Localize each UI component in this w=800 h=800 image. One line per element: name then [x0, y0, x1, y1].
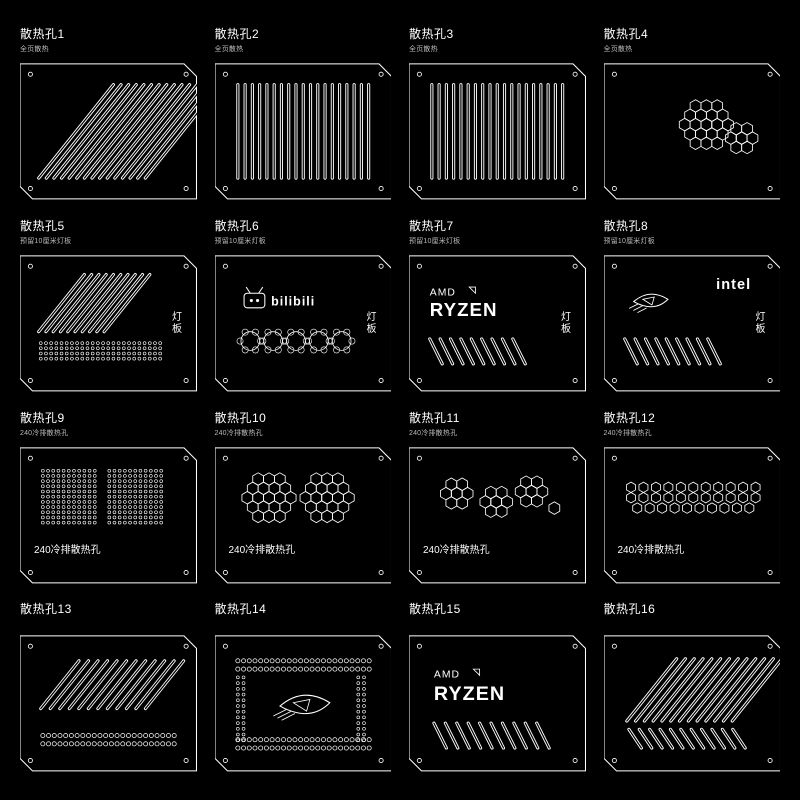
panel-subtitle: [20, 619, 197, 626]
panel-title: 散热孔8: [604, 217, 781, 234]
panel-item-16: 散热孔16: [604, 600, 781, 775]
panel-subtitle: 全页散热: [215, 44, 392, 54]
panel-subtitle: 240冷排散热孔: [20, 428, 197, 438]
panel-diagram: bilibili 灯板: [215, 252, 392, 395]
side-label: 灯板: [557, 311, 572, 335]
inside-label: 240冷排散热孔: [423, 541, 490, 556]
panel-title: 散热孔6: [215, 217, 392, 234]
panel-item-10: 散热孔10 240冷排散热孔 240冷排散热孔: [215, 409, 392, 587]
panel-diagram: AMDRYZEN 灯板: [409, 252, 586, 395]
panel-title: 散热孔10: [215, 409, 392, 426]
panel-item-14: 散热孔14: [215, 600, 392, 775]
panel-title: 散热孔13: [20, 600, 197, 617]
panel-diagram: 240冷排散热孔: [409, 444, 586, 587]
panel-subtitle: 预留10厘米灯板: [604, 236, 781, 246]
panel-diagram: [604, 60, 781, 203]
panel-item-2: 散热孔2 全页散热: [215, 25, 392, 203]
panel-diagram: [215, 632, 392, 775]
panel-diagram: intel 灯板: [604, 252, 781, 395]
panel-subtitle: 全页散热: [20, 44, 197, 54]
panel-diagram: [215, 60, 392, 203]
svg-text:RYZEN: RYZEN: [430, 299, 498, 320]
panel-title: 散热孔1: [20, 25, 197, 42]
panel-diagram: 240冷排散热孔: [20, 444, 197, 587]
inside-label: 240冷排散热孔: [618, 541, 685, 556]
panel-subtitle: 240冷排散热孔: [604, 428, 781, 438]
panel-subtitle: [409, 619, 586, 626]
svg-text:AMD: AMD: [434, 670, 460, 681]
panel-title: 散热孔4: [604, 25, 781, 42]
panel-subtitle: 全页散热: [409, 44, 586, 54]
panel-item-7: 散热孔7 预留10厘米灯板 AMDRYZEN 灯板: [409, 217, 586, 395]
svg-text:bilibili: bilibili: [271, 294, 315, 308]
panel-diagram: [20, 632, 197, 775]
panel-title: 散热孔12: [604, 409, 781, 426]
panel-diagram: [409, 60, 586, 203]
panel-item-11: 散热孔11 240冷排散热孔 240冷排散热孔: [409, 409, 586, 587]
panel-item-4: 散热孔4 全页散热: [604, 25, 781, 203]
panel-subtitle: 预留10厘米灯板: [20, 236, 197, 246]
panel-title: 散热孔9: [20, 409, 197, 426]
side-label: 灯板: [751, 311, 766, 335]
svg-text:intel: intel: [716, 277, 751, 293]
panel-title: 散热孔14: [215, 600, 392, 617]
panel-subtitle: [604, 619, 781, 626]
panel-item-5: 散热孔5 预留10厘米灯板灯板: [20, 217, 197, 395]
panel-diagram: [604, 632, 781, 775]
panel-title: 散热孔3: [409, 25, 586, 42]
panel-title: 散热孔7: [409, 217, 586, 234]
panel-diagram: [20, 60, 197, 203]
panel-item-6: 散热孔6 预留10厘米灯板 bilibili 灯板: [215, 217, 392, 395]
panel-item-15: 散热孔15 AMD RYZEN: [409, 600, 586, 775]
panel-item-13: 散热孔13: [20, 600, 197, 775]
panel-title: 散热孔5: [20, 217, 197, 234]
panel-subtitle: [215, 619, 392, 626]
panel-diagram: AMD RYZEN: [409, 632, 586, 775]
panel-diagram: 灯板: [20, 252, 197, 395]
panel-subtitle: 240冷排散热孔: [215, 428, 392, 438]
side-label: 灯板: [362, 311, 377, 335]
panel-diagram: 240冷排散热孔: [215, 444, 392, 587]
inside-label: 240冷排散热孔: [34, 541, 101, 556]
panel-title: 散热孔15: [409, 600, 586, 617]
panel-item-3: 散热孔3 全页散热: [409, 25, 586, 203]
panel-title: 散热孔2: [215, 25, 392, 42]
panel-title: 散热孔16: [604, 600, 781, 617]
svg-text:AMD: AMD: [430, 287, 456, 298]
panel-grid: 散热孔1 全页散热 散热孔2 全页散热 散热孔3 全页散热 散热孔4 全页散热散热孔5 预留10…: [20, 25, 780, 775]
panel-subtitle: 240冷排散热孔: [409, 428, 586, 438]
panel-subtitle: 预留10厘米灯板: [215, 236, 392, 246]
panel-title: 散热孔11: [409, 409, 586, 426]
svg-text:RYZEN: RYZEN: [434, 684, 505, 706]
panel-diagram: 240冷排散热孔: [604, 444, 781, 587]
panel-item-12: 散热孔12 240冷排散热孔 240冷排散热孔: [604, 409, 781, 587]
panel-item-8: 散热孔8 预留10厘米灯板 intel 灯板: [604, 217, 781, 395]
panel-subtitle: 全页散热: [604, 44, 781, 54]
inside-label: 240冷排散热孔: [229, 541, 296, 556]
panel-subtitle: 预留10厘米灯板: [409, 236, 586, 246]
panel-item-1: 散热孔1 全页散热: [20, 25, 197, 203]
panel-item-9: 散热孔9 240冷排散热孔 240冷排散热孔: [20, 409, 197, 587]
side-label: 灯板: [168, 311, 183, 335]
